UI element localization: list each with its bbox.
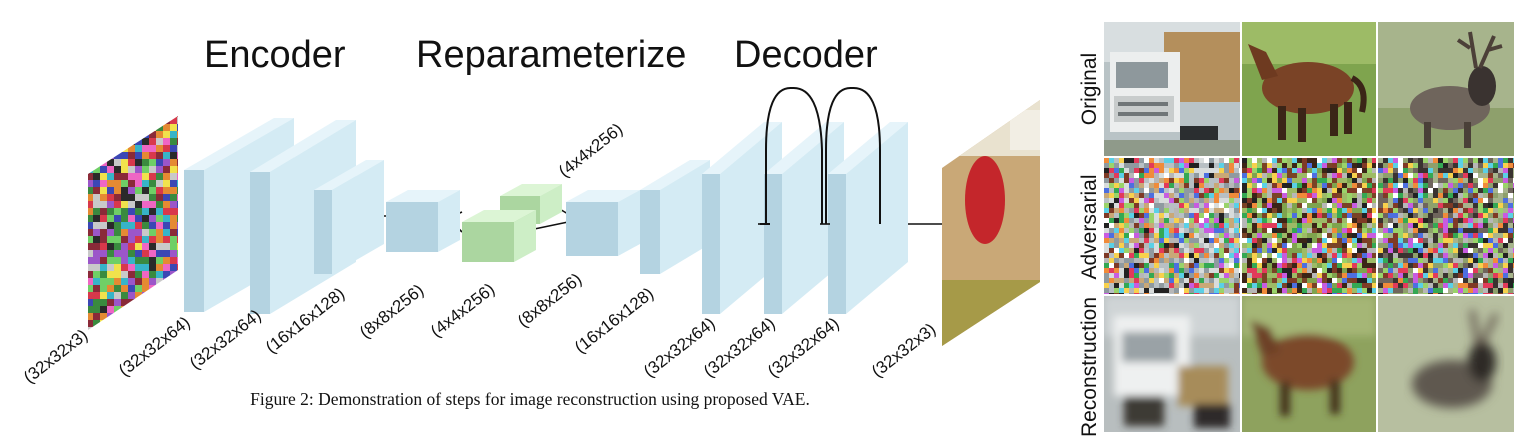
reconstructed-horse-image bbox=[1242, 296, 1376, 432]
decoder-block-1 bbox=[566, 190, 640, 256]
reconstructed-deer-image bbox=[1378, 296, 1514, 432]
row-label-adversarial: Adversarial bbox=[1078, 174, 1101, 280]
noisy-horse-image bbox=[1242, 158, 1376, 294]
encoder-block-3 bbox=[314, 160, 384, 274]
noisy-deer-image bbox=[1378, 158, 1514, 294]
input-noise-image bbox=[88, 116, 178, 330]
skip-connection-1 bbox=[765, 86, 823, 224]
output-image bbox=[942, 100, 1040, 346]
decoder-block-2 bbox=[640, 160, 710, 274]
encoder-block-4 bbox=[386, 190, 460, 252]
reconstructed-truck-image bbox=[1104, 296, 1240, 432]
figure-caption: Figure 2: Demonstration of steps for ima… bbox=[250, 389, 810, 409]
horse-image bbox=[1242, 22, 1376, 156]
row-label-original: Original bbox=[1078, 52, 1101, 126]
encoder-block-2 bbox=[250, 120, 356, 314]
latent-block-mu bbox=[462, 210, 536, 262]
decoder-title: Decoder bbox=[734, 34, 878, 76]
deer-image bbox=[1378, 22, 1514, 156]
reparameterize-title: Reparameterize bbox=[416, 34, 687, 76]
decoder-block-5 bbox=[828, 122, 908, 314]
skip-connection-2 bbox=[825, 86, 881, 224]
noisy-truck-image bbox=[1104, 158, 1240, 294]
encoder-title: Encoder bbox=[204, 34, 346, 76]
row-label-reconstruction: Reconstruction bbox=[1078, 296, 1101, 438]
truck-image bbox=[1104, 22, 1240, 156]
